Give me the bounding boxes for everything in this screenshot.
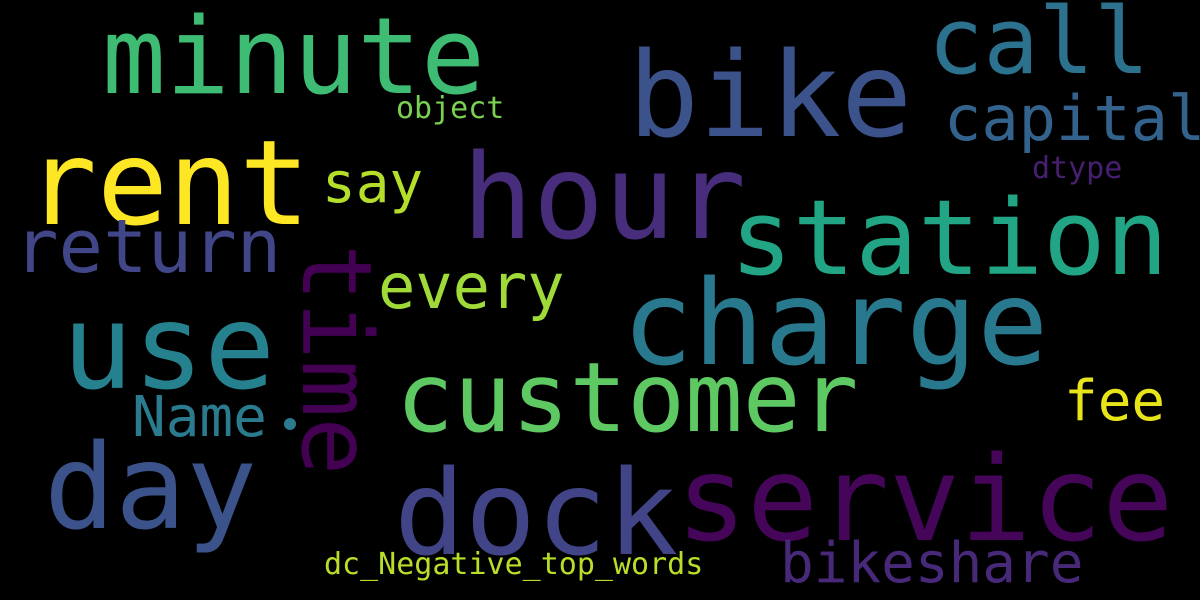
word-hour: hour [462, 128, 747, 266]
word-capital: capital [944, 82, 1200, 155]
word-charge: charge [622, 254, 1049, 392]
word-service: service [676, 430, 1174, 568]
word-say: say [322, 151, 424, 216]
word-use: use [62, 278, 276, 416]
word-time: time [280, 244, 392, 476]
word-dc-negative-top-words: dc_Negative_top_words [324, 547, 704, 582]
word-rent: rent [26, 114, 311, 252]
word-every: every [378, 250, 565, 323]
word-bike: bike [628, 26, 913, 164]
word-dtype: dtype [1032, 151, 1123, 186]
word-station: station [730, 177, 1169, 299]
word-minute: minute [102, 0, 485, 118]
word-call: call [928, 0, 1150, 95]
word-return: return [14, 204, 282, 290]
word-day: day [44, 418, 258, 556]
word-name: Name [132, 385, 267, 450]
dot-mark [284, 418, 296, 430]
word-dock: dock [394, 444, 679, 582]
word-fee: fee [1064, 369, 1166, 434]
word-object: object [396, 91, 505, 126]
word-bikeshare: bikeshare [780, 531, 1084, 596]
word-customer: customer [396, 342, 859, 454]
